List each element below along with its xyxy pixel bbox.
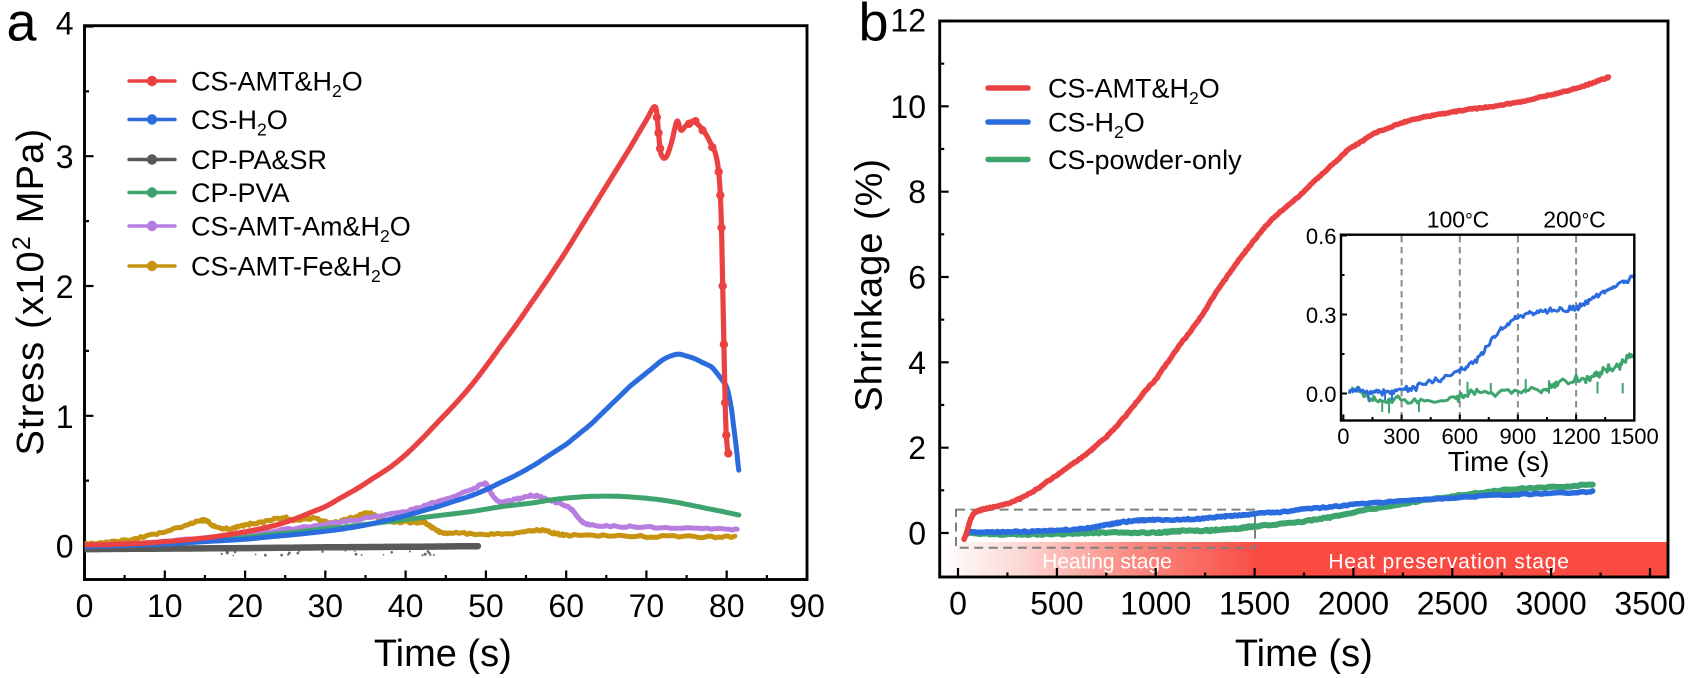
svg-text:Heating stage: Heating stage [1042,551,1172,574]
svg-text:1: 1 [56,399,74,435]
svg-text:CS-AMT-Am&H2O: CS-AMT-Am&H2O [191,211,411,246]
svg-text:3500: 3500 [1614,585,1685,621]
svg-text:30: 30 [308,588,344,624]
svg-text:Time (s): Time (s) [374,633,512,675]
svg-text:200°C: 200°C [1543,207,1606,233]
svg-text:70: 70 [629,588,665,624]
svg-text:CS-AMT&H2O: CS-AMT&H2O [1048,73,1220,108]
svg-text:0: 0 [76,588,94,624]
svg-text:CP-PVA: CP-PVA [191,178,290,208]
svg-text:CS-H2O: CS-H2O [191,105,288,140]
svg-text:0: 0 [908,516,926,552]
svg-text:20: 20 [227,588,263,624]
svg-text:2500: 2500 [1417,585,1488,621]
svg-text:CS-AMT-Fe&H2O: CS-AMT-Fe&H2O [191,251,402,286]
svg-text:b: b [859,0,889,52]
svg-text:0: 0 [949,585,967,621]
svg-text:1500: 1500 [1610,424,1659,449]
svg-text:1000: 1000 [1120,585,1191,621]
svg-text:600: 600 [1441,424,1478,449]
svg-text:100°C: 100°C [1427,207,1490,233]
svg-text:0.0: 0.0 [1306,382,1337,407]
svg-text:8: 8 [908,174,926,210]
svg-text:10: 10 [147,588,183,624]
svg-text:500: 500 [1030,585,1083,621]
svg-text:0: 0 [1337,424,1349,449]
svg-text:3000: 3000 [1516,585,1587,621]
svg-text:1200: 1200 [1552,424,1601,449]
svg-text:CS-powder-only: CS-powder-only [1048,145,1242,175]
svg-text:Time (s): Time (s) [1235,633,1373,675]
svg-text:Heat preservation stage: Heat preservation stage [1328,551,1569,574]
svg-text:90: 90 [789,588,825,624]
svg-text:0.6: 0.6 [1306,224,1337,249]
svg-text:Shrinkage (%): Shrinkage (%) [849,158,891,412]
svg-text:10: 10 [890,89,926,125]
svg-text:CP-PA&SR: CP-PA&SR [191,145,327,175]
svg-text:2: 2 [56,269,74,305]
svg-text:Stress (x102 MPa): Stress (x102 MPa) [8,128,52,456]
svg-text:300: 300 [1383,424,1420,449]
svg-text:0.3: 0.3 [1306,303,1337,328]
svg-text:4: 4 [56,6,74,42]
svg-text:3: 3 [56,139,74,175]
svg-text:CS-H2O: CS-H2O [1048,107,1145,142]
svg-text:1500: 1500 [1219,585,1290,621]
svg-text:2000: 2000 [1318,585,1389,621]
svg-text:0: 0 [56,529,74,565]
svg-text:4: 4 [908,345,926,381]
svg-text:a: a [7,0,38,52]
svg-text:80: 80 [709,588,745,624]
svg-text:900: 900 [1500,424,1537,449]
svg-text:Time (s): Time (s) [1448,446,1550,477]
svg-text:40: 40 [388,588,424,624]
svg-text:60: 60 [548,588,584,624]
svg-text:6: 6 [908,260,926,296]
svg-text:50: 50 [468,588,504,624]
svg-text:12: 12 [890,3,926,39]
svg-text:2: 2 [908,430,926,466]
